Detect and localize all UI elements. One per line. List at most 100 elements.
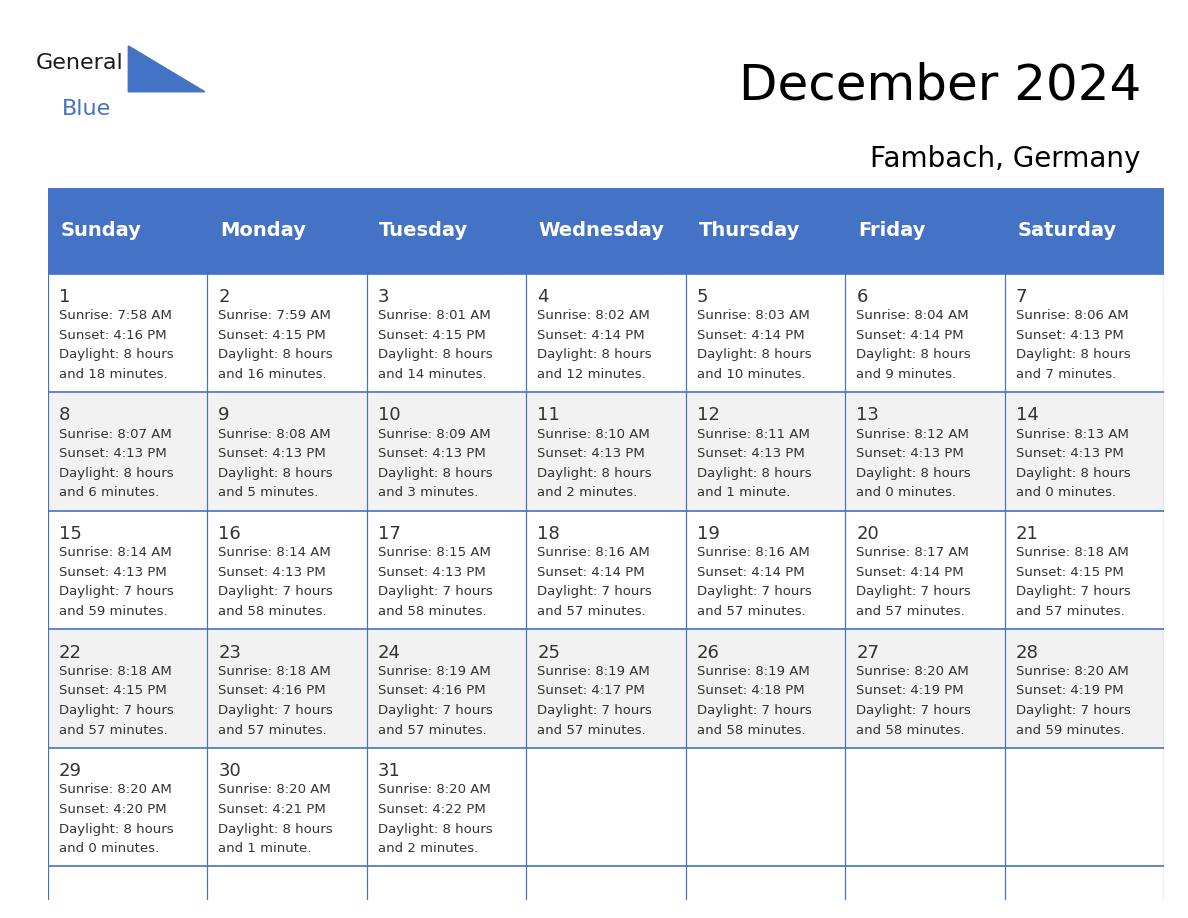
FancyBboxPatch shape: [207, 392, 367, 510]
FancyBboxPatch shape: [207, 510, 367, 630]
FancyBboxPatch shape: [526, 748, 685, 867]
Text: December 2024: December 2024: [739, 62, 1140, 110]
Text: Sunset: 4:13 PM: Sunset: 4:13 PM: [58, 447, 166, 460]
Text: and 16 minutes.: and 16 minutes.: [219, 368, 327, 381]
Text: Sunrise: 8:18 AM: Sunrise: 8:18 AM: [219, 665, 331, 677]
FancyBboxPatch shape: [526, 188, 685, 274]
Text: and 58 minutes.: and 58 minutes.: [378, 605, 486, 618]
Text: Sunrise: 8:02 AM: Sunrise: 8:02 AM: [537, 309, 650, 322]
Text: Friday: Friday: [858, 221, 925, 241]
Text: Daylight: 7 hours: Daylight: 7 hours: [857, 586, 971, 599]
Text: Sunrise: 8:19 AM: Sunrise: 8:19 AM: [537, 665, 650, 677]
Text: 22: 22: [58, 644, 82, 662]
Text: and 9 minutes.: and 9 minutes.: [857, 368, 956, 381]
Text: Daylight: 8 hours: Daylight: 8 hours: [219, 467, 333, 480]
Text: Sunset: 4:14 PM: Sunset: 4:14 PM: [537, 565, 645, 579]
Text: Daylight: 7 hours: Daylight: 7 hours: [857, 704, 971, 717]
Text: Daylight: 8 hours: Daylight: 8 hours: [537, 348, 652, 362]
FancyBboxPatch shape: [48, 274, 207, 392]
Text: 23: 23: [219, 644, 241, 662]
Text: Sunset: 4:13 PM: Sunset: 4:13 PM: [219, 447, 326, 460]
Text: Daylight: 7 hours: Daylight: 7 hours: [1016, 586, 1131, 599]
Text: and 57 minutes.: and 57 minutes.: [1016, 605, 1125, 618]
Text: Daylight: 8 hours: Daylight: 8 hours: [1016, 348, 1131, 362]
Text: Tuesday: Tuesday: [379, 221, 468, 241]
FancyBboxPatch shape: [845, 188, 1005, 274]
Text: 3: 3: [378, 287, 390, 306]
Text: Daylight: 8 hours: Daylight: 8 hours: [58, 823, 173, 835]
Text: Sunset: 4:13 PM: Sunset: 4:13 PM: [219, 565, 326, 579]
Text: Sunrise: 8:16 AM: Sunrise: 8:16 AM: [697, 546, 809, 559]
Text: Saturday: Saturday: [1017, 221, 1117, 241]
Text: Sunset: 4:22 PM: Sunset: 4:22 PM: [378, 803, 486, 816]
Text: Sunrise: 8:06 AM: Sunrise: 8:06 AM: [1016, 309, 1129, 322]
Text: Sunrise: 8:08 AM: Sunrise: 8:08 AM: [219, 428, 330, 441]
Text: Sunrise: 8:18 AM: Sunrise: 8:18 AM: [58, 665, 171, 677]
FancyBboxPatch shape: [48, 188, 207, 274]
Text: 30: 30: [219, 762, 241, 780]
Text: Sunrise: 8:01 AM: Sunrise: 8:01 AM: [378, 309, 491, 322]
Text: Sunrise: 8:09 AM: Sunrise: 8:09 AM: [378, 428, 491, 441]
Text: Sunset: 4:13 PM: Sunset: 4:13 PM: [58, 565, 166, 579]
Text: Daylight: 8 hours: Daylight: 8 hours: [378, 467, 492, 480]
Text: Daylight: 8 hours: Daylight: 8 hours: [1016, 467, 1131, 480]
FancyBboxPatch shape: [367, 630, 526, 748]
Text: and 10 minutes.: and 10 minutes.: [697, 368, 805, 381]
FancyBboxPatch shape: [1005, 274, 1164, 392]
Text: 31: 31: [378, 762, 400, 780]
FancyBboxPatch shape: [367, 392, 526, 510]
Text: Daylight: 8 hours: Daylight: 8 hours: [697, 467, 811, 480]
Text: 21: 21: [1016, 525, 1038, 543]
Text: and 18 minutes.: and 18 minutes.: [58, 368, 168, 381]
FancyBboxPatch shape: [526, 630, 685, 748]
FancyBboxPatch shape: [526, 274, 685, 392]
FancyBboxPatch shape: [1005, 510, 1164, 630]
Text: Sunrise: 8:20 AM: Sunrise: 8:20 AM: [219, 783, 331, 797]
Text: and 59 minutes.: and 59 minutes.: [58, 605, 168, 618]
Text: Sunset: 4:13 PM: Sunset: 4:13 PM: [537, 447, 645, 460]
Text: and 2 minutes.: and 2 minutes.: [378, 842, 478, 856]
Text: Sunrise: 8:07 AM: Sunrise: 8:07 AM: [58, 428, 171, 441]
FancyBboxPatch shape: [207, 274, 367, 392]
Text: Sunset: 4:14 PM: Sunset: 4:14 PM: [537, 329, 645, 341]
FancyBboxPatch shape: [367, 274, 526, 392]
Text: Monday: Monday: [220, 221, 305, 241]
Text: Fambach, Germany: Fambach, Germany: [871, 144, 1140, 173]
FancyBboxPatch shape: [48, 748, 207, 867]
Text: and 58 minutes.: and 58 minutes.: [857, 723, 965, 736]
Text: 1: 1: [58, 287, 70, 306]
Text: Sunset: 4:18 PM: Sunset: 4:18 PM: [697, 685, 804, 698]
FancyBboxPatch shape: [1005, 748, 1164, 867]
Text: Daylight: 8 hours: Daylight: 8 hours: [697, 348, 811, 362]
Text: and 14 minutes.: and 14 minutes.: [378, 368, 486, 381]
Text: 6: 6: [857, 287, 867, 306]
FancyBboxPatch shape: [367, 188, 526, 274]
FancyBboxPatch shape: [207, 630, 367, 748]
FancyBboxPatch shape: [48, 510, 207, 630]
Text: Daylight: 7 hours: Daylight: 7 hours: [537, 586, 652, 599]
Text: and 1 minute.: and 1 minute.: [697, 487, 790, 499]
FancyBboxPatch shape: [48, 392, 207, 510]
Text: 12: 12: [697, 407, 720, 424]
Text: Sunset: 4:16 PM: Sunset: 4:16 PM: [378, 685, 486, 698]
Text: Sunset: 4:13 PM: Sunset: 4:13 PM: [1016, 329, 1124, 341]
Text: 26: 26: [697, 644, 720, 662]
Text: Daylight: 8 hours: Daylight: 8 hours: [58, 467, 173, 480]
Text: Daylight: 7 hours: Daylight: 7 hours: [697, 586, 811, 599]
Text: Sunset: 4:13 PM: Sunset: 4:13 PM: [378, 565, 486, 579]
FancyBboxPatch shape: [1005, 630, 1164, 748]
Text: Daylight: 8 hours: Daylight: 8 hours: [219, 348, 333, 362]
Text: Sunset: 4:14 PM: Sunset: 4:14 PM: [697, 329, 804, 341]
Text: Daylight: 7 hours: Daylight: 7 hours: [219, 586, 333, 599]
Text: 19: 19: [697, 525, 720, 543]
Text: Sunset: 4:19 PM: Sunset: 4:19 PM: [1016, 685, 1124, 698]
FancyBboxPatch shape: [845, 748, 1005, 867]
FancyBboxPatch shape: [685, 274, 845, 392]
Text: Sunrise: 8:19 AM: Sunrise: 8:19 AM: [697, 665, 809, 677]
Text: and 0 minutes.: and 0 minutes.: [857, 487, 956, 499]
Text: 20: 20: [857, 525, 879, 543]
Text: Daylight: 8 hours: Daylight: 8 hours: [58, 348, 173, 362]
FancyBboxPatch shape: [1005, 392, 1164, 510]
Text: Sunrise: 8:16 AM: Sunrise: 8:16 AM: [537, 546, 650, 559]
Text: Sunset: 4:13 PM: Sunset: 4:13 PM: [1016, 447, 1124, 460]
